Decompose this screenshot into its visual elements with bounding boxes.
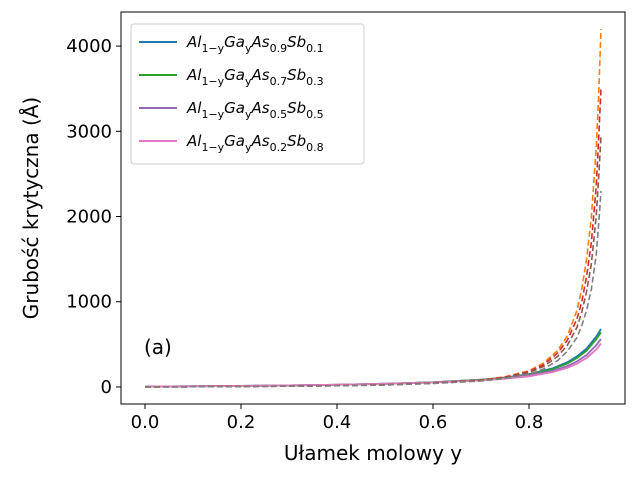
y-axis: 0 1000 2000 3000 4000	[66, 36, 121, 398]
y-tick-label: 4000	[66, 36, 112, 57]
series-line-7	[144, 135, 602, 388]
x-axis-label: Ułamek molowy y	[284, 441, 462, 465]
legend: Al1−yGayAs0.9Sb0.1 Al1−yGayAs0.7Sb0.3 Al1−…	[130, 23, 365, 165]
x-tick-label: 0.4	[323, 412, 352, 433]
series-line-3	[144, 338, 602, 388]
legend-label: Al1−yGayAs0.2Sb0.8	[186, 132, 324, 154]
legend-label: Al1−yGayAs0.7Sb0.3	[186, 66, 324, 88]
plot-area	[144, 29, 602, 388]
y-axis-label: Grubość krytyczna (Å)	[19, 97, 43, 320]
series-line-8	[144, 190, 602, 388]
series-line-2	[144, 331, 602, 388]
y-tick-label: 1000	[66, 292, 112, 313]
x-tick-label: 0.2	[227, 412, 256, 433]
legend-label: Al1−yGayAs0.5Sb0.5	[186, 99, 324, 121]
y-tick-label: 2000	[66, 207, 112, 228]
series-line-6	[144, 88, 602, 388]
x-axis: 0.0 0.2 0.4 0.6 0.8	[131, 404, 544, 433]
x-tick-label: 0.0	[131, 412, 160, 433]
y-tick-label: 0	[101, 377, 112, 398]
x-tick-label: 0.6	[419, 412, 448, 433]
x-tick-label: 0.8	[515, 412, 544, 433]
legend-box	[130, 23, 365, 165]
panel-annotation: (a)	[144, 335, 172, 359]
legend-label: Al1−yGayAs0.9Sb0.1	[186, 33, 324, 55]
series-line-1	[144, 328, 602, 388]
axes-frame	[120, 11, 626, 405]
series-line-4	[144, 342, 602, 388]
series-line-5	[144, 29, 602, 388]
y-tick-label: 3000	[66, 121, 112, 142]
